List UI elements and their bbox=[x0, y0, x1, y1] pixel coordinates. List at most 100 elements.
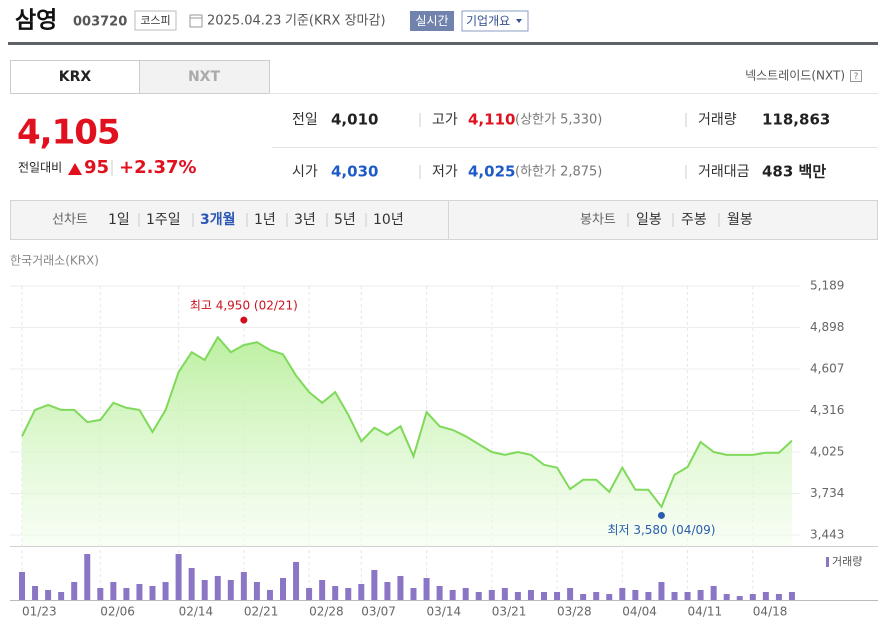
volume-bar bbox=[175, 554, 182, 600]
volume-bar bbox=[227, 579, 234, 600]
volume-bar bbox=[410, 588, 417, 600]
y-tick-label: 3,734 bbox=[810, 486, 844, 500]
volume-bar bbox=[371, 569, 378, 600]
stat-value: 4,010 bbox=[331, 111, 378, 129]
x-tick-label: 02/06 bbox=[100, 605, 135, 619]
volume-bar bbox=[580, 594, 587, 600]
volume-bar bbox=[775, 594, 782, 600]
y-tick-label: 3,443 bbox=[810, 528, 844, 542]
volume-bar bbox=[514, 591, 521, 600]
tab-label[interactable]: KRX bbox=[59, 69, 92, 85]
volume-bar bbox=[632, 589, 639, 600]
volume-bar bbox=[214, 575, 221, 600]
tab-label[interactable]: NXT bbox=[188, 69, 221, 85]
current-price: 4,105 bbox=[17, 113, 120, 153]
volume-bar bbox=[554, 591, 561, 600]
volume-bar bbox=[358, 583, 365, 600]
volume-bar bbox=[749, 594, 756, 600]
period-option[interactable]: 5년 bbox=[334, 212, 356, 228]
x-tick-label: 03/28 bbox=[557, 605, 592, 619]
x-tick-label: 03/14 bbox=[427, 605, 462, 619]
volume-bar bbox=[123, 588, 130, 600]
stat-label: 고가 bbox=[432, 112, 458, 128]
stat-value: 4,030 bbox=[331, 163, 378, 181]
period-option[interactable]: 1일 bbox=[108, 212, 130, 228]
y-tick-label: 4,607 bbox=[810, 362, 844, 376]
volume-bar bbox=[97, 588, 104, 600]
y-tick-label: 4,898 bbox=[810, 320, 844, 334]
period-option[interactable]: 10년 bbox=[373, 212, 404, 228]
basis: 기준(KRX 장마감) bbox=[285, 14, 386, 29]
extreme-label: 최고 4,950 (02/21) bbox=[190, 299, 298, 313]
tab-krx[interactable] bbox=[10, 60, 140, 94]
x-tick-label: 04/18 bbox=[753, 605, 788, 619]
volume-bar bbox=[149, 585, 156, 600]
stat-label: 전일 bbox=[292, 112, 318, 128]
period-option[interactable]: 1주일 bbox=[146, 212, 181, 228]
stat-label: 거래대금 bbox=[698, 164, 750, 180]
volume-bar bbox=[645, 591, 652, 600]
up-arrow bbox=[68, 163, 82, 175]
x-tick-label: 04/11 bbox=[688, 605, 723, 619]
volume-bar bbox=[606, 594, 613, 600]
y-tick-label: 4,025 bbox=[810, 445, 844, 459]
help-mark: ? bbox=[854, 72, 859, 82]
y-tick-label: 5,189 bbox=[810, 279, 844, 293]
volume-bar bbox=[345, 588, 352, 600]
volume-bar bbox=[436, 585, 443, 600]
x-tick-label: 04/04 bbox=[622, 605, 657, 619]
volume-bar bbox=[19, 571, 25, 600]
volume-bar bbox=[306, 588, 313, 600]
volume-bar bbox=[788, 591, 795, 600]
dropdown-arrow bbox=[516, 19, 522, 23]
company-label[interactable]: 기업개요 bbox=[466, 14, 510, 28]
realtime-label[interactable]: 실시간 bbox=[415, 14, 448, 28]
company-button[interactable] bbox=[461, 10, 529, 32]
legend-swatch bbox=[826, 557, 829, 567]
volume-bar bbox=[684, 591, 691, 600]
volume-bar bbox=[201, 579, 208, 600]
volume-bar bbox=[527, 589, 534, 600]
volume-bar bbox=[593, 591, 600, 600]
volume-bar bbox=[449, 589, 456, 600]
x-tick-label: 01/23 bbox=[22, 605, 57, 619]
help-icon[interactable] bbox=[850, 70, 862, 82]
volume-bar bbox=[762, 591, 769, 600]
x-tick-label: 02/21 bbox=[244, 605, 279, 619]
chart-type: 봉차트 bbox=[580, 213, 616, 228]
volume-bar bbox=[110, 582, 117, 600]
stat-value: 4,025 bbox=[468, 163, 515, 181]
price-line bbox=[21, 335, 793, 509]
volume-bar bbox=[567, 588, 574, 600]
realtime-button[interactable] bbox=[410, 11, 454, 31]
volume-bar bbox=[71, 582, 78, 600]
volume-bar bbox=[32, 585, 39, 600]
candle-option[interactable]: 일봉 bbox=[636, 212, 662, 228]
market: 코스피 bbox=[140, 14, 170, 27]
volume-bar bbox=[253, 582, 260, 600]
volume-bar bbox=[397, 575, 404, 600]
candle-option[interactable]: 주봉 bbox=[681, 212, 707, 228]
volume-bar bbox=[319, 579, 326, 600]
volume-bar bbox=[723, 594, 730, 600]
volume-bar bbox=[475, 591, 482, 600]
period-option[interactable]: 3년 bbox=[294, 212, 316, 228]
x-tick-label: 02/14 bbox=[179, 605, 214, 619]
legend-label: 거래량 bbox=[832, 555, 862, 568]
nxt-link[interactable]: 넥스트레이드(NXT) bbox=[745, 69, 845, 83]
extreme-label: 최저 3,580 (04/09) bbox=[607, 523, 715, 537]
volume-bar bbox=[501, 588, 508, 600]
volume-bar bbox=[541, 591, 547, 600]
stock-name: 삼영 bbox=[15, 8, 57, 34]
period-option[interactable]: 3개월 bbox=[200, 211, 236, 228]
stat-label: 저가 bbox=[432, 164, 458, 180]
volume-bar bbox=[488, 589, 495, 600]
volume-bar bbox=[84, 554, 91, 600]
period-option[interactable]: 1년 bbox=[254, 212, 276, 228]
tab-nxt[interactable] bbox=[139, 60, 270, 94]
volume-bar bbox=[45, 589, 52, 600]
candle-option[interactable]: 월봉 bbox=[727, 212, 753, 228]
change-rate: +2.37% bbox=[119, 157, 197, 178]
extreme-marker bbox=[240, 316, 248, 324]
